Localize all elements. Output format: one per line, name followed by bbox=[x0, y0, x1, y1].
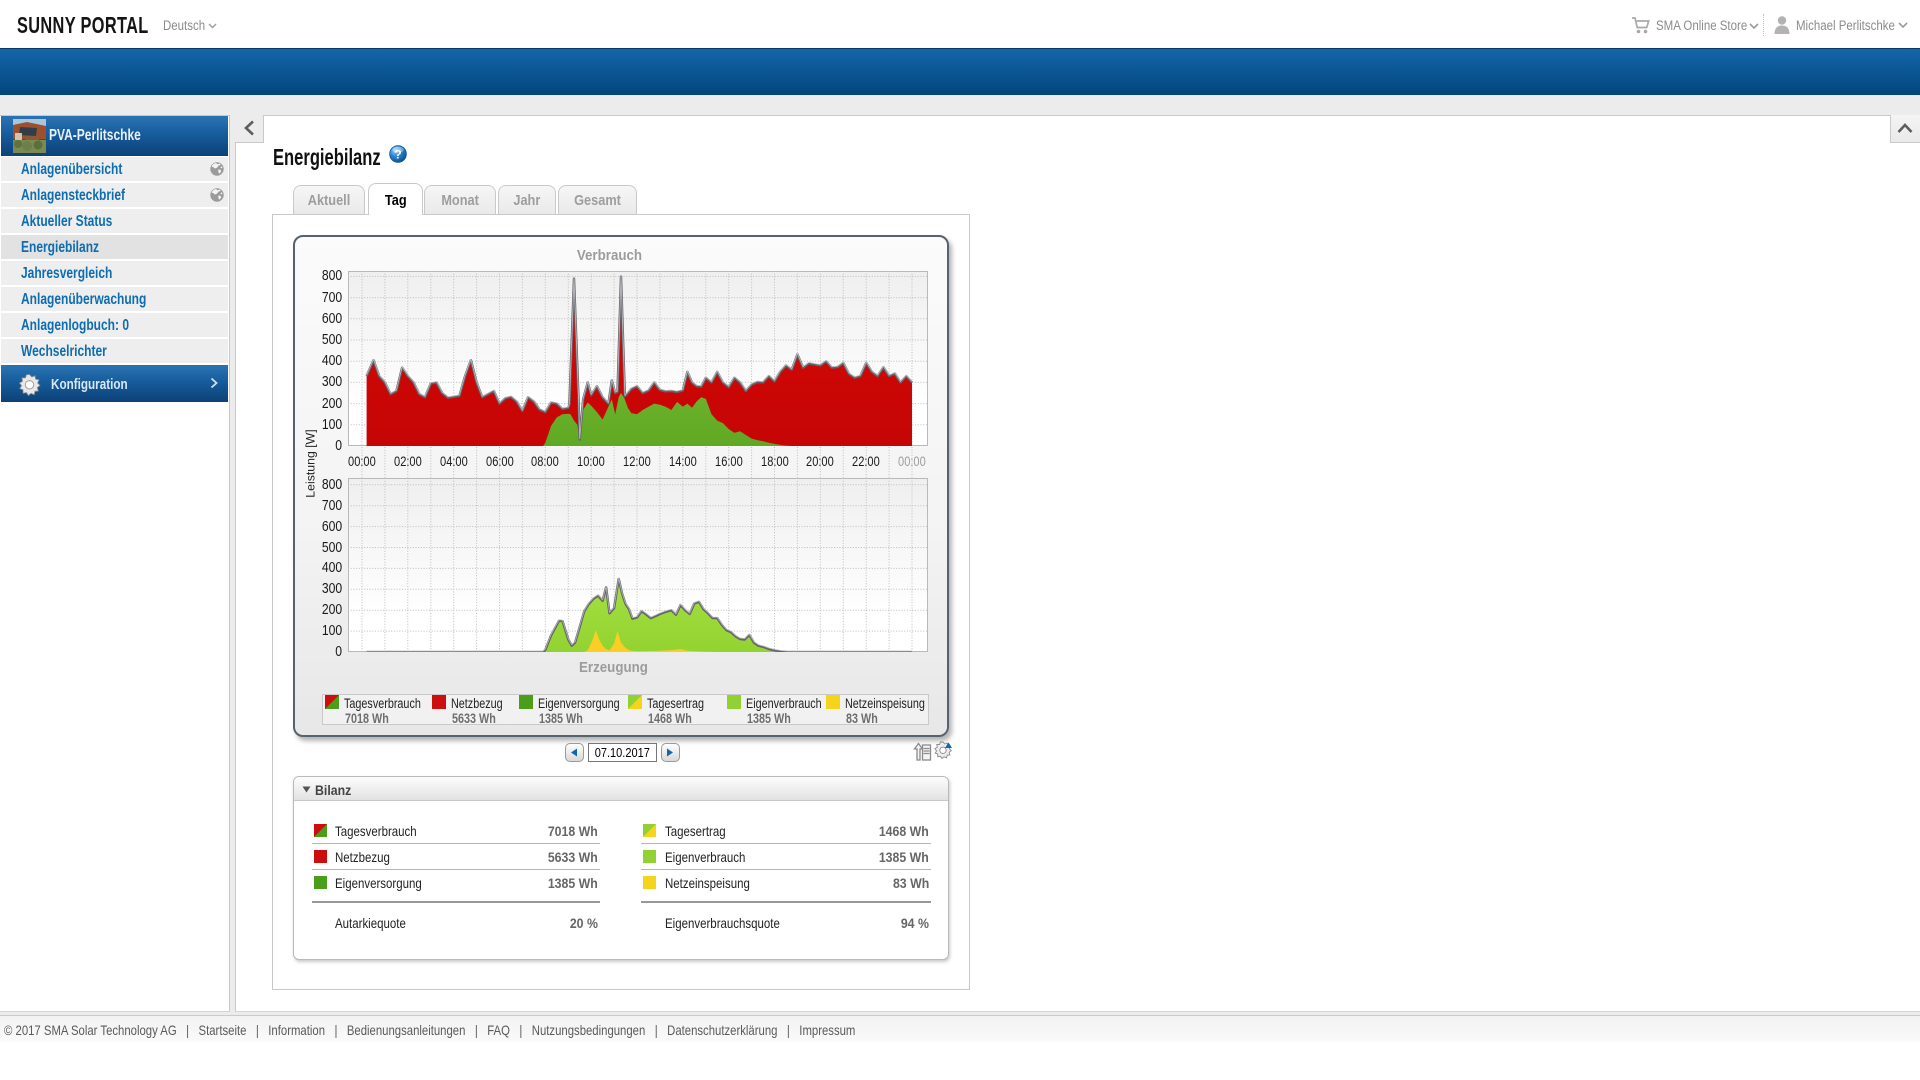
svg-text:?: ? bbox=[394, 148, 402, 162]
